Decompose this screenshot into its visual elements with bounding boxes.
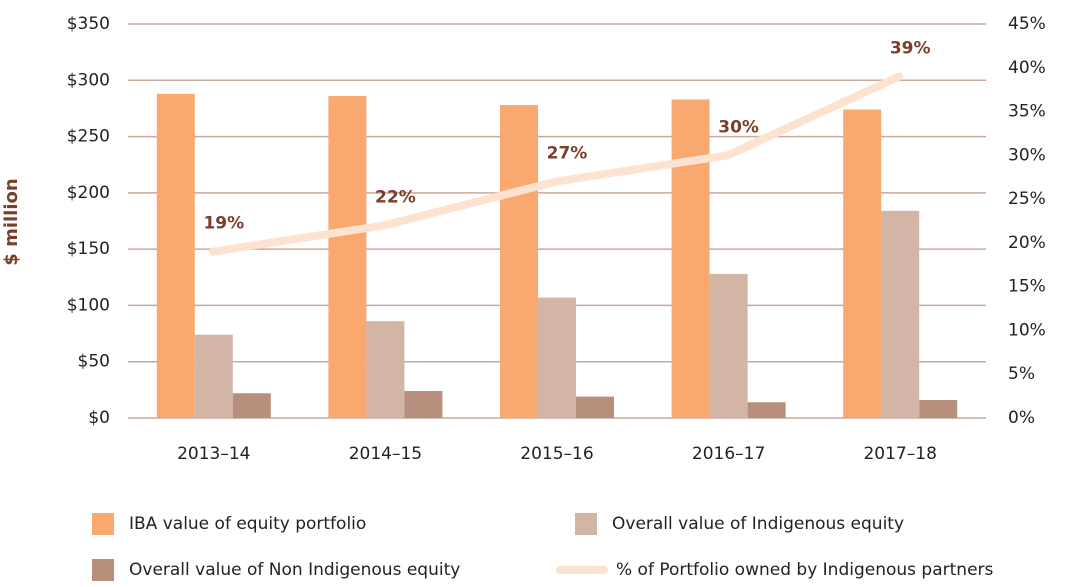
x-tick-label: 2015–16 <box>520 444 593 464</box>
y2-tick-label: 40% <box>1008 58 1046 78</box>
bar <box>843 109 882 418</box>
y2-tick-label: 30% <box>1008 145 1046 165</box>
bar <box>709 273 748 418</box>
bar <box>576 396 614 418</box>
y2-tick-label: 15% <box>1008 277 1046 297</box>
bar <box>919 399 958 418</box>
data-label: 30% <box>718 117 759 137</box>
data-label: 27% <box>547 144 588 164</box>
bar <box>328 96 367 418</box>
data-label: 19% <box>203 214 244 234</box>
legend-swatch <box>575 513 597 535</box>
x-tick-label: 2013–14 <box>177 444 250 464</box>
x-tick-label: 2014–15 <box>349 444 422 464</box>
y-tick-label: $50 <box>78 352 110 372</box>
bar <box>404 390 443 418</box>
bar <box>500 105 538 419</box>
line <box>208 72 904 256</box>
y-tick-label: $200 <box>67 183 110 203</box>
y2-tick-label: 0% <box>1008 408 1035 428</box>
bar <box>232 393 271 418</box>
legend-label: % of Portfolio owned by Indigenous partn… <box>616 560 994 580</box>
bar <box>156 93 195 419</box>
y2-tick-label: 45% <box>1008 14 1046 34</box>
bar <box>194 334 233 418</box>
y-tick-label: $350 <box>67 14 110 34</box>
x-tick-label: 2017–18 <box>863 444 936 464</box>
y2-tick-label: 10% <box>1008 320 1046 340</box>
legend-label: Overall value of Indigenous equity <box>612 514 904 534</box>
legend-label: IBA value of equity portfolio <box>129 514 366 534</box>
y-axis-label: $ million <box>1 178 22 265</box>
y2-tick-label: 35% <box>1008 102 1046 122</box>
bar <box>366 321 405 418</box>
legend-swatch <box>92 559 114 581</box>
bar <box>671 99 710 419</box>
bar <box>881 210 920 418</box>
y-tick-label: $100 <box>67 295 110 315</box>
x-tick-label: 2016–17 <box>692 444 765 464</box>
data-label: 39% <box>890 39 931 59</box>
y-tick-label: $250 <box>67 127 110 147</box>
y-tick-label: $150 <box>67 239 110 259</box>
y2-tick-label: 25% <box>1008 189 1046 209</box>
bar <box>538 297 576 418</box>
y-tick-label: $0 <box>88 408 110 428</box>
y2-tick-label: 20% <box>1008 233 1046 253</box>
bar <box>747 402 786 418</box>
data-label: 22% <box>375 187 416 207</box>
y2-tick-label: 5% <box>1008 364 1035 384</box>
y-tick-label: $300 <box>67 70 110 90</box>
legend-swatch <box>92 513 114 535</box>
legend-label: Overall value of Non Indigenous equity <box>129 560 460 580</box>
